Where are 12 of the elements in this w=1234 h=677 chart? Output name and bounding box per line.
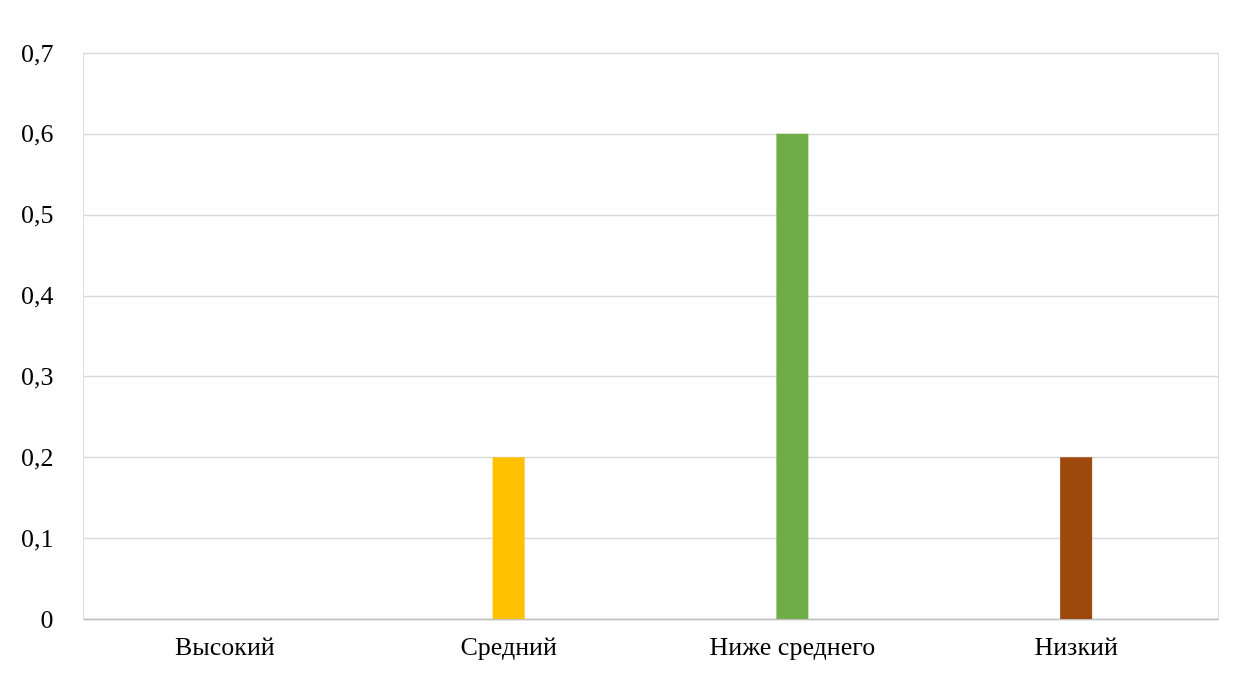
x-tick-label: Ниже среднего bbox=[709, 631, 876, 661]
x-tick-label: Средний bbox=[460, 631, 557, 661]
y-tick-label: 0,5 bbox=[21, 200, 54, 230]
y-tick-label: 0,7 bbox=[21, 38, 54, 68]
y-tick-label: 0,6 bbox=[21, 119, 54, 149]
x-tick-label: Высокий bbox=[174, 631, 275, 661]
y-tick-label: 0,3 bbox=[21, 361, 54, 391]
y-tick-label: 0,4 bbox=[21, 281, 54, 311]
y-tick-label: 0,1 bbox=[21, 523, 54, 553]
x-tick-label: Низкий bbox=[1034, 631, 1118, 661]
y-tick-label: 0,2 bbox=[21, 442, 54, 472]
y-tick-label: 0 bbox=[40, 604, 54, 634]
